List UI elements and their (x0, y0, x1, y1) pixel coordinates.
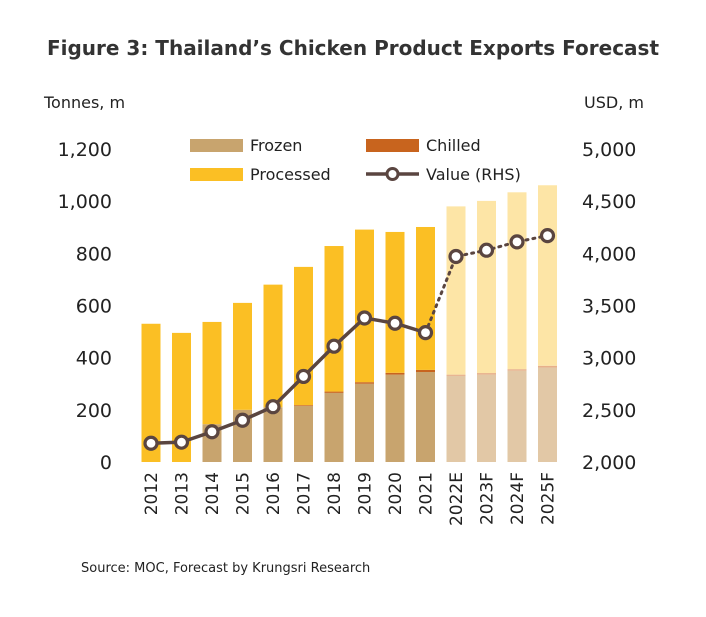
right-axis-unit: USD, m (584, 93, 644, 112)
bar-frozen-2024f (507, 370, 527, 462)
value-point-2025f (539, 227, 556, 244)
legend-label-processed: Processed (250, 165, 331, 184)
right-tick-label: 2,000 (582, 452, 636, 474)
x-tick-label: 2014 (203, 472, 223, 515)
value-point-2014 (204, 424, 220, 440)
left-tick-label: 600 (76, 296, 112, 318)
value-point-2019 (356, 310, 373, 326)
right-tick-label: 2,500 (582, 400, 636, 422)
x-tick-label: 2023F (478, 472, 498, 525)
value-point-2024f (509, 234, 525, 250)
bar-frozen-2020 (385, 374, 405, 462)
x-tick-label: 2025F (539, 472, 559, 525)
x-tick-label: 2020 (386, 472, 406, 515)
x-tick-label: 2017 (295, 472, 315, 515)
bar-processed-2013 (172, 332, 191, 462)
bar-processed-2021 (416, 226, 435, 370)
x-tick-label: 2021 (417, 472, 437, 515)
right-tick-label: 3,500 (582, 296, 636, 318)
left-tick-label: 1,000 (58, 191, 112, 213)
bar-chilled-2025f (538, 365, 557, 368)
left-tick-label: 400 (76, 348, 112, 370)
legend-swatch-chilled (366, 139, 419, 152)
legend-label-frozen: Frozen (250, 136, 302, 155)
x-tick-label: 2024F (508, 472, 528, 525)
value-point-2021 (417, 325, 434, 341)
value-point-2022e (448, 248, 464, 265)
bar-processed-2015 (233, 302, 252, 410)
value-line-actual (150, 316, 427, 445)
value-point-2017 (295, 368, 312, 385)
bar-processed-2018 (324, 246, 344, 392)
bar-chilled-2023f (477, 373, 496, 375)
left-tick-label: 1,200 (58, 139, 112, 161)
legend-swatch-processed (190, 168, 243, 181)
legend-marker-value-rhs (385, 167, 400, 181)
x-tick-label: 2016 (264, 472, 284, 515)
value-point-2018 (326, 338, 342, 354)
bar-frozen-2023f (477, 374, 496, 462)
bar-processed-2020 (385, 231, 405, 373)
bar-processed-2022e (446, 206, 466, 375)
bar-chilled-2018 (324, 391, 344, 393)
value-point-2020 (387, 315, 403, 331)
bar-frozen-2022e (446, 375, 466, 462)
bar-processed-2025f (538, 185, 557, 366)
right-tick-label: 5,000 (582, 139, 636, 161)
legend-label-chilled: Chilled (426, 136, 481, 155)
chart-title: Figure 3: Thailand’s Chicken Product Exp… (46, 36, 660, 60)
bar-frozen-2019 (355, 383, 374, 462)
bar-frozen-2016 (263, 407, 283, 462)
bar-chilled-2021 (416, 369, 435, 373)
x-tick-label: 2012 (142, 472, 162, 515)
value-point-2012 (143, 435, 159, 451)
bar-processed-2014 (202, 321, 222, 425)
x-tick-label: 2018 (325, 472, 345, 515)
bar-chilled-2017 (294, 405, 313, 406)
bar-processed-2012 (141, 323, 161, 462)
left-tick-label: 0 (100, 452, 112, 474)
bar-chilled-2019 (355, 382, 374, 384)
value-point-2015 (234, 412, 251, 428)
bar-processed-2019 (355, 229, 374, 383)
left-tick-label: 800 (76, 243, 112, 265)
bar-frozen-2017 (294, 405, 313, 462)
bar-frozen-2025f (538, 367, 557, 462)
bar-chilled-2020 (385, 372, 405, 375)
x-tick-label: 2019 (356, 472, 376, 515)
right-tick-label: 3,000 (582, 348, 636, 370)
right-tick-label: 4,000 (582, 243, 636, 265)
bar-chilled-2022e (446, 374, 466, 376)
x-tick-label: 2022E (447, 472, 467, 526)
bar-frozen-2018 (324, 392, 344, 462)
left-tick-label: 200 (76, 400, 112, 422)
bar-chilled-2024f (507, 369, 527, 371)
legend-swatch-frozen (190, 139, 243, 152)
value-point-2013 (173, 434, 190, 450)
right-tick-label: 4,500 (582, 191, 636, 213)
left-axis-unit: Tonnes, m (44, 93, 126, 112)
value-point-2023f (478, 242, 495, 258)
legend-label-value-rhs: Value (RHS) (426, 165, 521, 184)
bar-processed-2016 (263, 284, 283, 408)
x-tick-label: 2015 (234, 472, 254, 515)
value-point-2016 (265, 399, 281, 415)
bar-processed-2024f (507, 192, 527, 370)
x-tick-label: 2013 (173, 472, 193, 515)
source-note: Source: MOC, Forecast by Krungsri Resear… (81, 561, 371, 576)
bar-processed-2023f (477, 200, 496, 374)
bar-frozen-2021 (416, 372, 435, 462)
